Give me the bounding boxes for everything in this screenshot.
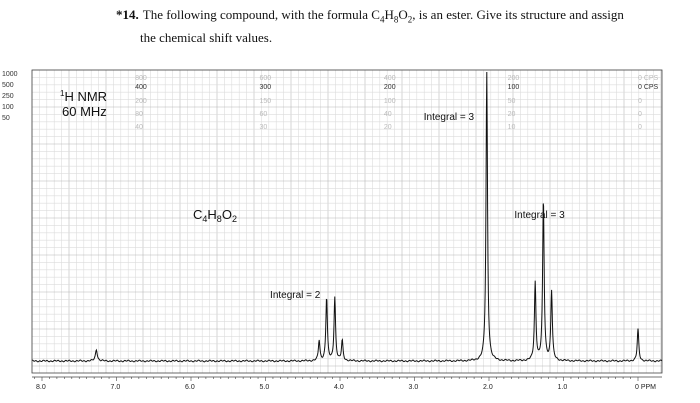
cps-faint-label: 40 <box>135 124 143 131</box>
cps-top-label: 200 <box>384 84 396 91</box>
cps-faint-label: 0 <box>638 98 642 105</box>
ppm-tick-label: 0 PPM <box>635 384 656 391</box>
plot-frame <box>31 69 663 374</box>
cps-faint-label: 200 <box>508 75 520 82</box>
molecular-formula: C4H8O2 <box>193 207 237 224</box>
cps-faint-label: 150 <box>260 98 272 105</box>
cps-faint-label: 40 <box>384 111 392 118</box>
ppm-tick-label: 3.0 <box>409 384 419 391</box>
spectrum-label: 1H NMR <box>60 89 107 104</box>
cps-top-label: 300 <box>260 84 272 91</box>
cps-left-label: 250 <box>2 93 14 100</box>
cps-top-label: 0 CPS <box>638 84 659 91</box>
ppm-axis: 8.0 7.0 6.0 5.0 4.0 3.0 2.0 1.0 0 PPM <box>32 376 662 391</box>
ppm-tick-label: 7.0 <box>111 384 121 391</box>
integral-annotation: Integral = 3 <box>424 112 475 123</box>
cps-faint-label: 0 <box>638 111 642 118</box>
ppm-tick-label: 2.0 <box>483 384 493 391</box>
integral-annotations: Integral = 3 Integral = 3 Integral = 2 <box>270 112 565 301</box>
cps-faint-label: 80 <box>135 111 143 118</box>
cps-faint-label: 100 <box>384 98 396 105</box>
cps-faint-label: 30 <box>260 124 268 131</box>
question-line-2: the chemical shift values. <box>140 29 273 45</box>
cps-faint-label: 800 <box>135 75 147 82</box>
ppm-tick-label: 8.0 <box>36 384 46 391</box>
cps-faint-label: 600 <box>260 75 272 82</box>
ppm-tick-label: 4.0 <box>334 384 344 391</box>
ppm-tick-label: 5.0 <box>260 384 270 391</box>
cps-faint-label: 0 <box>638 124 642 131</box>
cps-faint-label: 200 <box>135 98 147 105</box>
spectrum-trace <box>31 71 663 363</box>
frequency-label: 60 MHz <box>62 104 107 119</box>
question-number: *14. <box>116 7 139 22</box>
cps-top-label: 100 <box>508 84 520 91</box>
cps-faint-label: 60 <box>260 111 268 118</box>
integral-annotation: Integral = 2 <box>270 290 321 301</box>
cps-faint-label: 400 <box>384 75 396 82</box>
integral-annotation: Integral = 3 <box>514 210 565 221</box>
ppm-tick-label: 6.0 <box>185 384 195 391</box>
ppm-tick-label: 1.0 <box>558 384 568 391</box>
question-text: *14. The following compound, with the for… <box>116 6 694 46</box>
cps-left-label: 100 <box>2 104 14 111</box>
cps-left-label: 1000 <box>2 71 18 78</box>
chart-grid <box>31 69 662 373</box>
cps-faint-label: 50 <box>508 98 516 105</box>
cps-faint-label: 0 CPS <box>638 75 659 82</box>
cps-left-label: 500 <box>2 82 14 89</box>
cps-left-label: 50 <box>2 115 10 122</box>
cps-scale-left: 1000 500 250 100 50 <box>2 71 18 122</box>
question-line-1: The following compound, with the formula… <box>142 7 624 25</box>
cps-top-label: 400 <box>135 84 147 91</box>
cps-scale-top: 400 300 200 100 0 CPS80020080406001506030400… <box>135 75 658 131</box>
cps-faint-label: 20 <box>384 124 392 131</box>
cps-faint-label: 20 <box>508 111 516 118</box>
cps-faint-label: 10 <box>508 124 516 131</box>
